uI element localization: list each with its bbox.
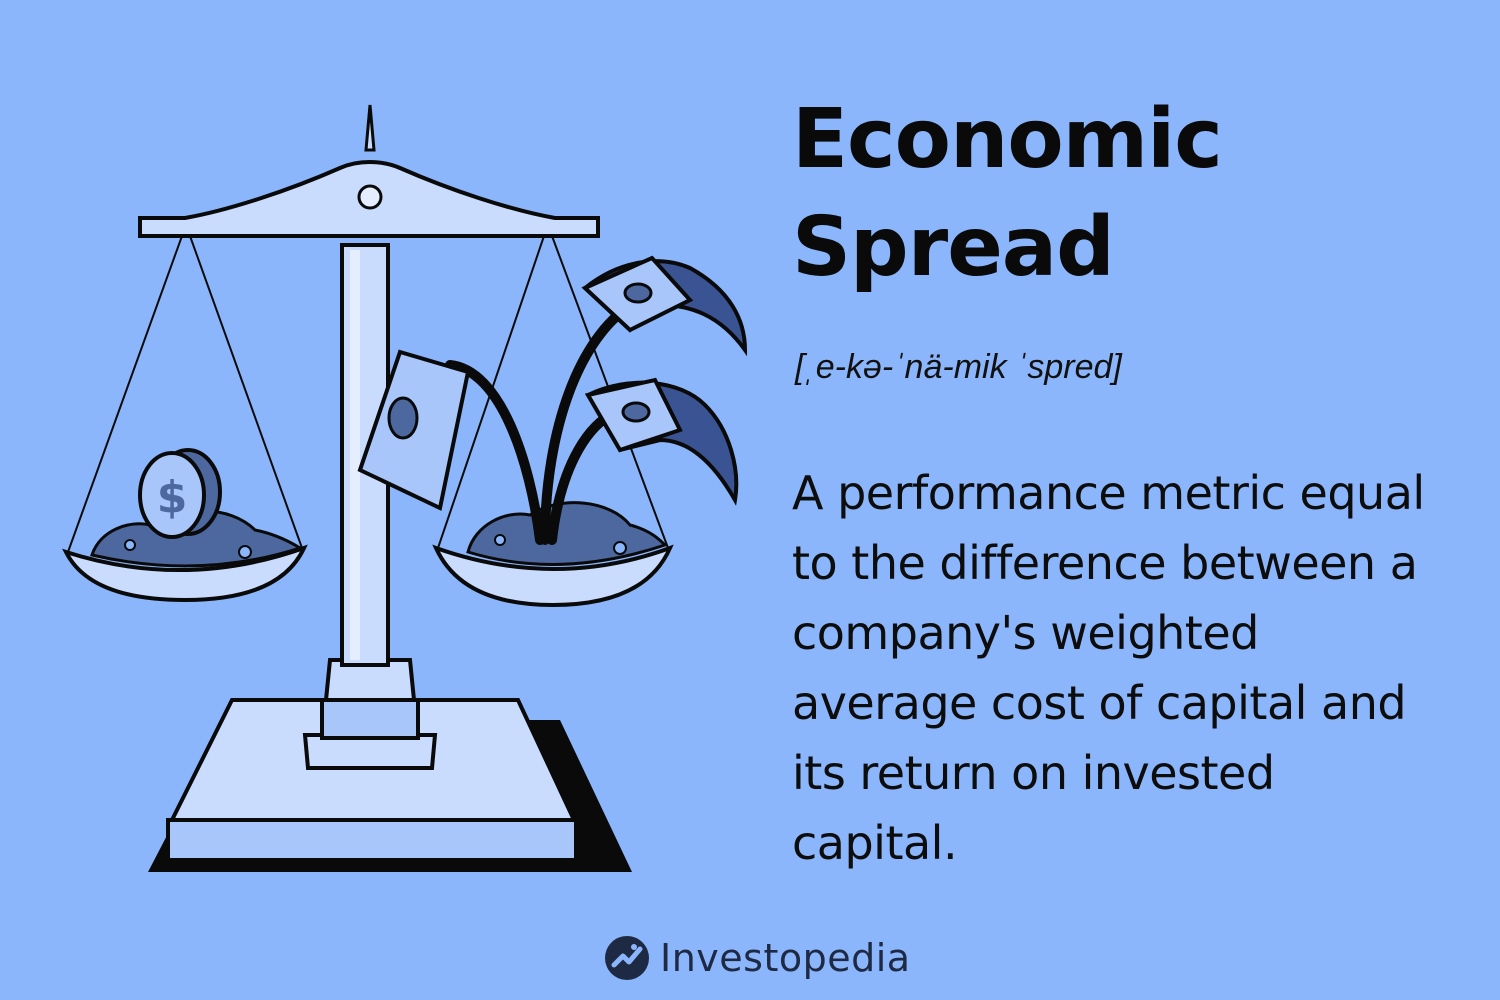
scale-finial — [364, 104, 376, 152]
scale-base-front — [166, 818, 578, 862]
left-pan — [62, 544, 308, 603]
right-pan — [432, 544, 674, 608]
balance-scale-illustration: $ — [62, 104, 748, 872]
title-line-2: Spread — [792, 200, 1115, 295]
scale-pivot — [357, 184, 383, 210]
right-soil — [466, 501, 668, 566]
money-bill-icon — [581, 255, 748, 357]
pronunciation: [ˌe-kə-ˈnä-mik ˈspred] — [795, 348, 1122, 386]
definition-text: A performance metric equal to the differ… — [792, 466, 1425, 870]
investopedia-logo-icon — [605, 936, 649, 980]
title-line-1: Economic — [792, 92, 1223, 187]
svg-text:$: $ — [157, 472, 188, 523]
brand-logo[interactable]: Investopedia — [604, 930, 911, 986]
brand-name: Investopedia — [660, 936, 911, 980]
coin-icon: $ — [138, 448, 222, 539]
money-bill-icon — [357, 349, 471, 511]
page-title: Economic Spread — [792, 86, 1442, 302]
money-bill-icon — [584, 377, 739, 506]
